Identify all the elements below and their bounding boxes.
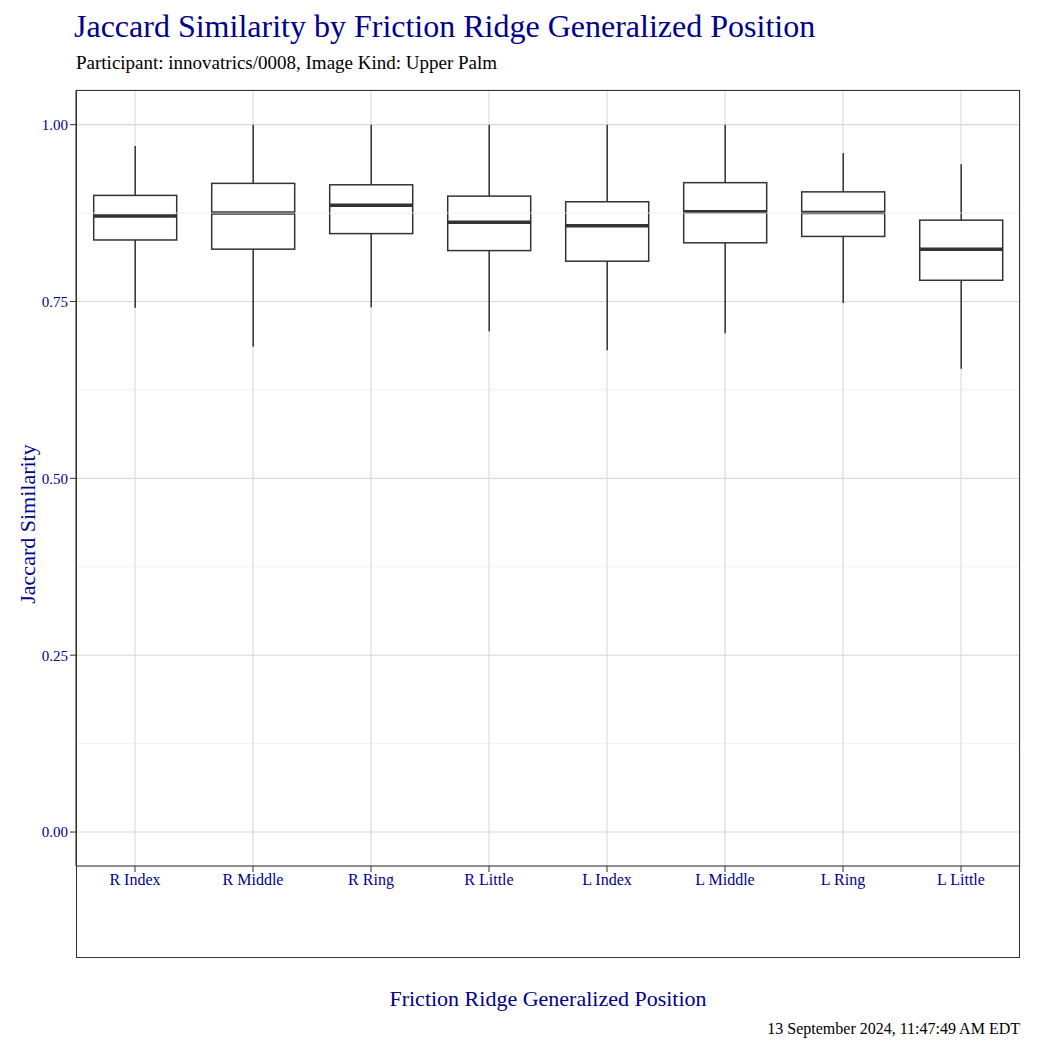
html-text:Jaccard Similarity: Jaccard Similarity	[15, 444, 40, 604]
svg-text:L Ring: L Ring	[821, 871, 865, 889]
svg-text:R Middle: R Middle	[223, 871, 284, 888]
svg-text:R Index: R Index	[109, 871, 160, 888]
svg-text:0.00: 0.00	[42, 824, 68, 840]
svg-text:R Little: R Little	[464, 871, 513, 888]
svg-text:0.25: 0.25	[42, 648, 68, 664]
svg-text:1.00: 1.00	[42, 117, 68, 133]
svg-text:L Little: L Little	[937, 871, 985, 888]
svg-text:R Ring: R Ring	[348, 871, 394, 889]
html-text:13 September 2024, 11:47:49 AM: 13 September 2024, 11:47:49 AM EDT	[767, 1020, 1020, 1037]
html-text:Friction Ridge Generalized Pos: Friction Ridge Generalized Position	[389, 986, 707, 1011]
html-text:Jaccard Similarity by Friction: Jaccard Similarity by Friction Ridge Gen…	[74, 8, 816, 44]
svg-text:0.75: 0.75	[42, 294, 68, 310]
html-text:Participant: innovatrics/0008,: Participant: innovatrics/0008, Image Kin…	[76, 52, 498, 73]
svg-text:L Index: L Index	[582, 871, 632, 888]
svg-text:L Middle: L Middle	[695, 871, 754, 888]
svg-text:0.50: 0.50	[42, 471, 68, 487]
